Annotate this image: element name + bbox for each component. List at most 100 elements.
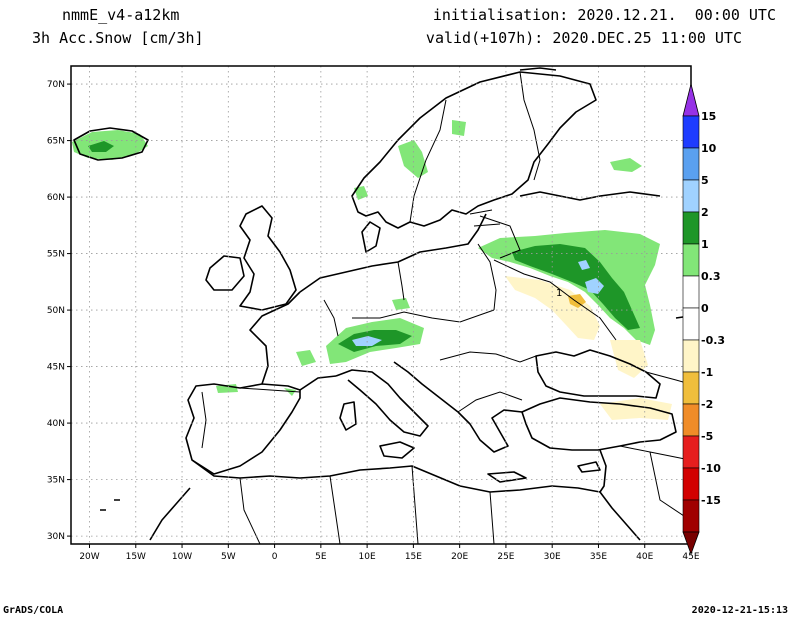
coast-italy — [335, 369, 429, 437]
border-germany-poland — [397, 261, 405, 301]
lon-tick-label: 40E — [636, 552, 653, 562]
lon-tick-label: 45E — [682, 552, 699, 562]
country-borders — [201, 71, 691, 544]
snow-area-russia-blue — [585, 278, 604, 294]
border-balkans — [439, 351, 537, 363]
coast-black-sea — [535, 349, 661, 399]
lon-tick-label: 30E — [544, 552, 561, 562]
coast-scandinavia — [351, 71, 597, 229]
border-spain-portugal — [201, 391, 207, 449]
lon-tick-label: 5W — [221, 552, 236, 562]
colorbar-bottom-triangle — [682, 531, 700, 556]
variable-title: 3h Acc.Snow [cm/3h] — [32, 29, 204, 47]
lon-tick-label: 10E — [359, 552, 376, 562]
coastlines — [73, 67, 691, 541]
lat-tick-label: 65N — [47, 137, 65, 147]
coast-france-south — [299, 375, 337, 391]
coast-levant — [599, 449, 607, 493]
coast-baltic-east — [519, 191, 661, 201]
colorbar-swatch — [682, 307, 700, 341]
colorbar-swatch — [682, 147, 700, 181]
render-timestamp: 2020-12-21-15:13 — [691, 605, 788, 616]
field-contour-label: 1 — [556, 288, 562, 299]
colorbar-label: -2 — [701, 398, 713, 411]
colorbar-swatch — [682, 403, 700, 437]
snow-area-norway — [398, 140, 428, 178]
coast-africa-west — [149, 487, 191, 541]
lat-tick-label: 35N — [47, 476, 65, 486]
border-balkans-2 — [457, 391, 523, 413]
software-credit: GrADS/COLA — [3, 605, 64, 616]
coast-continent-north — [299, 213, 487, 293]
snow-area-pyrenees-2 — [284, 388, 296, 396]
lon-tick-label: 25E — [497, 552, 514, 562]
border-belarus — [479, 215, 521, 259]
coast-france-west — [249, 291, 301, 385]
colorbar-label: 10 — [701, 142, 717, 155]
coast-iberia — [185, 383, 301, 475]
colorbar: 15 10 5 2 1 0.3 0 -0.3 -1 -2 -5 -10 -15 — [682, 83, 725, 556]
coast-adriatic-east — [393, 361, 459, 413]
model-title: nmmE_v4-a12km — [62, 6, 180, 24]
lat-tick-label: 70N — [47, 80, 65, 90]
coast-sicily — [379, 441, 415, 459]
snow-area-north-russia — [610, 158, 642, 172]
snow-area-iceland-core — [88, 141, 114, 152]
lat-tick-label: 30N — [47, 532, 65, 542]
lon-tick-label: 0 — [272, 552, 278, 562]
coast-red-sea — [599, 491, 641, 541]
colorbar-label: 15 — [701, 110, 716, 123]
coast-africa — [191, 459, 601, 493]
colorbar-label: 2 — [701, 206, 709, 219]
border-central — [352, 309, 495, 323]
negative-area-ukraine-core — [568, 294, 586, 308]
lat-tick-label: 55N — [47, 250, 65, 260]
lon-tick-label: 20E — [451, 552, 468, 562]
snow-field-layer — [72, 120, 672, 420]
border-france-germany — [323, 299, 339, 337]
lon-tick-label: 10W — [172, 552, 192, 562]
colorbar-label: -10 — [701, 462, 721, 475]
border-africa — [239, 465, 495, 544]
lat-tick-label: 40N — [47, 419, 65, 429]
colorbar-label: -15 — [701, 494, 721, 507]
border-sweden-norway — [409, 99, 447, 223]
colorbar-swatch — [682, 371, 700, 405]
border-poland-east — [477, 243, 497, 311]
colorbar-label: -0.3 — [701, 334, 725, 347]
lon-tick-label: 35E — [590, 552, 607, 562]
border-spain-france — [239, 387, 301, 393]
colorbar-label: -5 — [701, 430, 713, 443]
lon-tick-label: 15E — [405, 552, 422, 562]
coast-turkey — [521, 397, 677, 451]
lat-tick-label: 45N — [47, 363, 65, 373]
colorbar-swatch — [682, 339, 700, 373]
colorbar-swatch — [682, 179, 700, 213]
colorbar-swatch — [682, 435, 700, 469]
border-middle-east — [619, 445, 691, 521]
axis-ticks: 20W 15W 10W 5W 0 5E 10E 15E 20E 25E 30E 35E 40E 45E 30… — [47, 80, 700, 562]
coast-greece — [457, 409, 523, 453]
border-ukraine-russia — [493, 259, 617, 341]
colorbar-swatch — [682, 243, 700, 277]
colorbar-swatch — [682, 211, 700, 245]
negative-area-ukraine — [505, 276, 600, 340]
lat-tick-label: 60N — [47, 193, 65, 203]
coast-iceland — [73, 127, 149, 161]
colorbar-swatch — [682, 467, 700, 501]
lat-tick-label: 50N — [47, 306, 65, 316]
snow-area-russia-blue-2 — [578, 260, 590, 270]
coast-cyprus — [577, 461, 601, 473]
coast-sardinia — [339, 401, 357, 431]
colorbar-label: -1 — [701, 366, 713, 379]
snow-area-carpathians — [392, 298, 410, 310]
colorbar-swatch — [682, 275, 700, 309]
colorbar-swatch — [682, 499, 700, 533]
border-finland-russia — [519, 71, 541, 181]
lon-tick-label: 20W — [79, 552, 99, 562]
coast-britain — [239, 205, 297, 311]
lon-tick-label: 15W — [126, 552, 146, 562]
initialisation-time: initialisation: 2020.12.21. 00:00 UTC — [432, 6, 776, 24]
graticule — [71, 66, 691, 544]
